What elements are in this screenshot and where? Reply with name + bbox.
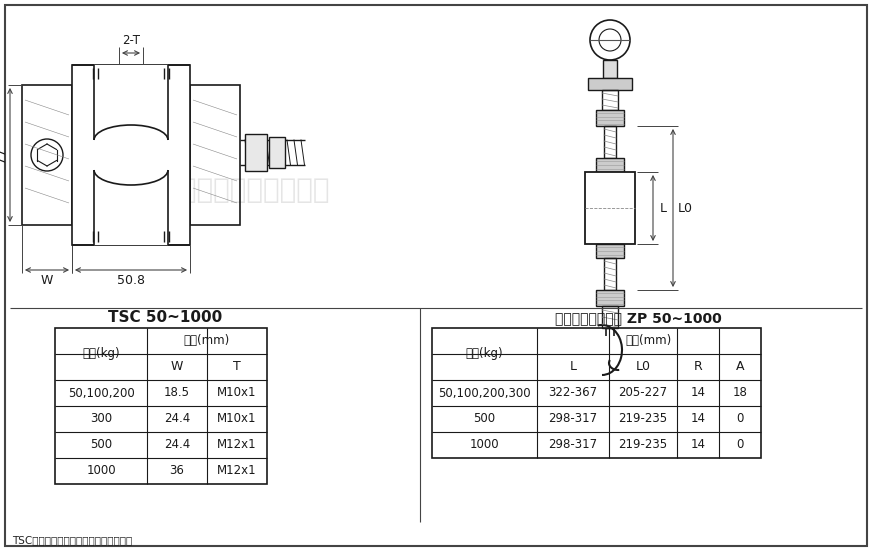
Text: T: T [233,360,241,374]
Text: 500: 500 [90,439,112,451]
Bar [94,170,168,245]
Text: 0: 0 [736,413,744,425]
Bar [602,90,618,110]
Text: 14: 14 [691,386,705,399]
Text: 500: 500 [473,413,495,425]
Text: L0: L0 [636,360,651,374]
Bar [245,134,267,171]
Text: 50,100,200,300: 50,100,200,300 [439,386,531,399]
Text: 77: 77 [0,147,8,163]
Text: 18: 18 [732,386,747,399]
Text: 298-317: 298-317 [548,439,597,451]
Text: 关节轴承式连接件 ZP 50~1000: 关节轴承式连接件 ZP 50~1000 [555,311,721,325]
Text: 容量(kg): 容量(kg) [82,348,119,360]
Text: 18.5: 18.5 [164,386,190,399]
Text: L: L [659,202,666,214]
Text: 2-T: 2-T [122,34,140,46]
Bar [72,65,190,245]
Text: 219-235: 219-235 [618,439,668,451]
Bar [585,172,635,244]
Text: M12x1: M12x1 [217,439,257,451]
Text: 14: 14 [691,439,705,451]
Text: A: A [736,360,744,374]
Text: L: L [569,360,576,374]
Text: W: W [41,273,53,287]
Text: 0: 0 [736,439,744,451]
Text: TSC传感器另有拉杆式连接件可供选用。: TSC传感器另有拉杆式连接件可供选用。 [12,535,133,545]
Text: 300: 300 [90,413,112,425]
Text: 219-235: 219-235 [618,413,668,425]
Bar [596,158,624,172]
Text: R: R [693,360,702,374]
Text: 广州兰宏电子科技有限公司: 广州兰宏电子科技有限公司 [130,176,330,204]
Text: 24.4: 24.4 [164,439,190,451]
Text: 尺寸(mm): 尺寸(mm) [626,334,672,348]
Bar [55,328,267,484]
Text: M10x1: M10x1 [217,413,256,425]
Bar [604,258,616,290]
Text: TSC 50~1000: TSC 50~1000 [108,311,222,326]
Bar [596,290,624,306]
Bar [596,110,624,126]
Text: 205-227: 205-227 [618,386,668,399]
Bar [432,328,761,458]
Text: 1000: 1000 [470,439,500,451]
Text: 36: 36 [169,464,185,478]
Bar [22,85,72,225]
Bar [603,60,617,78]
Text: M10x1: M10x1 [217,386,256,399]
Bar [588,78,632,90]
Bar [94,65,168,155]
Text: 50,100,200: 50,100,200 [68,386,134,399]
Bar [604,126,616,158]
Text: M12x1: M12x1 [217,464,257,478]
Bar [602,306,618,328]
Text: 50.8: 50.8 [117,273,145,287]
Text: 322-367: 322-367 [548,386,597,399]
Text: 容量(kg): 容量(kg) [466,348,503,360]
Bar [190,85,240,225]
Text: L0: L0 [678,202,692,214]
Text: 尺寸(mm): 尺寸(mm) [184,334,230,348]
Text: 298-317: 298-317 [548,413,597,425]
Bar [596,244,624,258]
Text: 1000: 1000 [86,464,116,478]
Text: W: W [171,360,183,374]
Text: 24.4: 24.4 [164,413,190,425]
Text: 14: 14 [691,413,705,425]
Bar [269,137,285,168]
